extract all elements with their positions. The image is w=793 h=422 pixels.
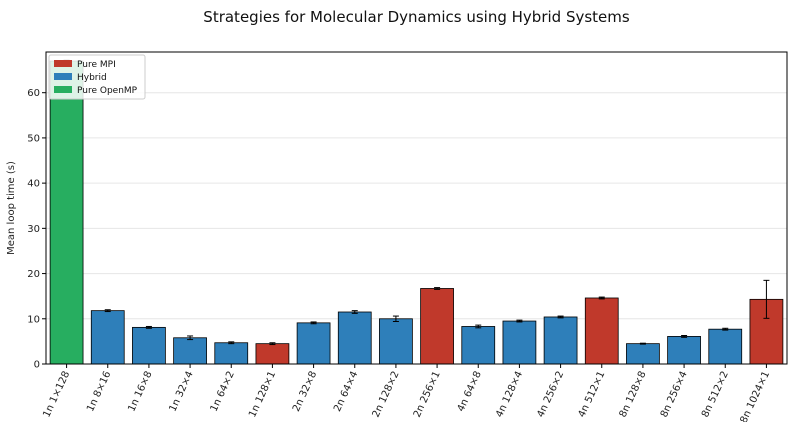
bar (626, 343, 660, 365)
legend-label: Hybrid (77, 73, 107, 83)
legend-label: Pure MPI (77, 60, 116, 70)
x-tick-label: 8n 512×2 (700, 370, 731, 420)
bar (90, 310, 125, 365)
y-axis-ticks: 0 10 20 30 40 50 60 (27, 88, 46, 371)
legend-label: Pure OpenMP (77, 86, 138, 96)
plot-frame (45, 51, 788, 365)
x-tick-label: 4n 256×2 (535, 370, 566, 420)
bar (49, 60, 84, 365)
x-tick-label: 1n 1×128 (41, 370, 72, 420)
legend-swatch (54, 73, 72, 80)
bar (337, 311, 372, 365)
x-tick-label: 2n 256×1 (412, 370, 443, 420)
bar (296, 322, 331, 365)
legend-swatch (54, 86, 72, 93)
error-bars (63, 59, 770, 346)
x-tick-label: 1n 32×4 (168, 370, 196, 414)
x-tick-label: 1n 16×8 (126, 370, 154, 414)
bar (502, 320, 537, 365)
y-tick-label: 10 (27, 314, 40, 325)
y-tick-label: 0 (34, 360, 40, 371)
x-tick-label: 4n 512×1 (576, 370, 607, 420)
legend: Pure MPI Hybrid Pure OpenMP (48, 54, 146, 100)
x-tick-label: 2n 64×4 (332, 370, 360, 414)
y-axis-label: Mean loop time (s) (6, 161, 17, 255)
bar (708, 328, 743, 365)
x-tick-label: 4n 64×8 (456, 370, 484, 414)
y-tick-label: 30 (27, 224, 40, 235)
x-tick-label: 2n 32×8 (291, 370, 319, 414)
bar (584, 297, 619, 365)
y-tick-label: 20 (27, 269, 40, 280)
x-tick-label: 8n 256×4 (659, 370, 690, 420)
y-tick-label: 50 (27, 133, 40, 144)
bar (379, 318, 413, 365)
legend-box (48, 54, 146, 100)
bar (132, 326, 166, 365)
gridlines (46, 92, 787, 365)
x-tick-label: 1n 8×16 (85, 370, 113, 414)
x-tick-label: 1n 128×1 (247, 370, 278, 420)
x-axis-ticks: 1n 1×128 1n 8×16 1n 16×8 1n 32×4 1n 64×2 1n 1… (41, 364, 772, 422)
x-tick-label: 8n 128×8 (618, 370, 649, 420)
bar (420, 288, 454, 365)
bar (461, 326, 496, 365)
y-tick-label: 60 (27, 88, 40, 99)
bar (173, 337, 207, 365)
chart-title: Strategies for Molecular Dynamics using … (203, 8, 630, 26)
x-tick-label: 1n 64×2 (209, 370, 237, 414)
bar (214, 342, 249, 365)
bar (667, 336, 701, 365)
bar (543, 316, 578, 365)
x-tick-label: 8n 1024×1 (738, 370, 772, 422)
x-tick-label: 4n 128×4 (494, 370, 525, 420)
x-tick-label: 2n 128×2 (371, 370, 402, 420)
y-tick-label: 40 (27, 179, 40, 190)
bar (255, 343, 290, 365)
legend-swatch (54, 60, 72, 67)
